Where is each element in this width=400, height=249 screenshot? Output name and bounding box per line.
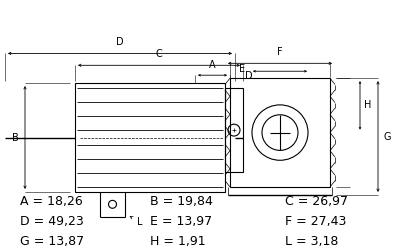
Text: A: A [209,60,216,70]
Bar [230,78,330,187]
Text: H = 1,91: H = 1,91 [150,235,206,248]
Text: D = 49,23: D = 49,23 [20,215,84,228]
Text: G = 13,87: G = 13,87 [20,235,84,248]
Text: D: D [116,38,124,48]
Text: C = 26,97: C = 26,97 [285,195,348,208]
Text: F: F [277,47,283,57]
Text: E: E [239,64,245,74]
Text: B: B [12,132,18,142]
Text: H: H [364,100,371,110]
Text: G: G [383,131,390,141]
Text: A = 18,26: A = 18,26 [20,195,83,208]
Text: E = 13,97: E = 13,97 [150,215,212,228]
Text: D: D [245,71,253,81]
Bar [75,83,225,192]
Text: C: C [156,49,162,59]
Text: F = 27,43: F = 27,43 [285,215,346,228]
Bar [225,88,243,172]
Text: B = 19,84: B = 19,84 [150,195,213,208]
Text: L: L [130,216,142,227]
Text: L = 3,18: L = 3,18 [285,235,338,248]
